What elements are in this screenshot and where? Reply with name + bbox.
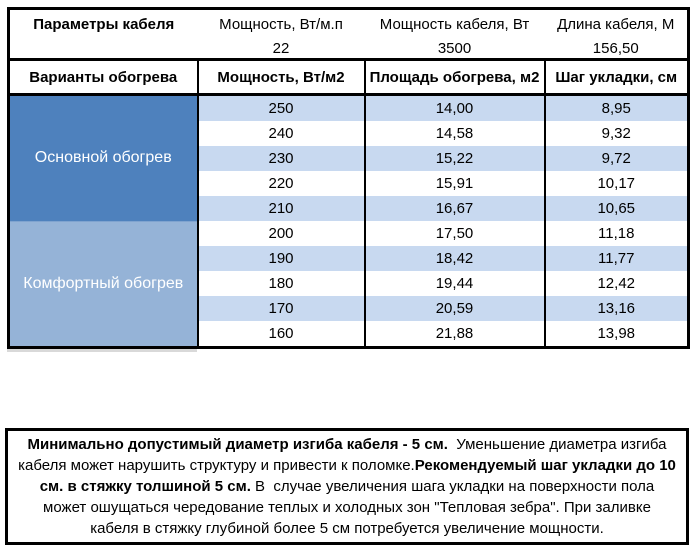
cell-power: 160 [196, 321, 365, 348]
cable-power-label: Мощность кабеля, Вт [379, 15, 530, 33]
note-segment: В случае увеличения шага укладки на пове… [43, 478, 659, 537]
cell-power: 220 [196, 171, 365, 196]
power-per-meter-label: Мощность, Вт/м.п [219, 15, 343, 33]
table-shadow-line [7, 349, 197, 352]
cell-step: 10,17 [543, 171, 689, 196]
cell-area: 15,22 [363, 146, 545, 171]
group-label-comfort-heating: Комфортный обогрев [8, 220, 199, 348]
note-segment: Уменьшение диаметра изгиба кабеля может … [18, 436, 671, 474]
cell-step: 12,42 [543, 271, 689, 296]
params-label-row: Параметры кабеля Мощность, Вт/м.п Мощнос… [9, 9, 689, 39]
table-row: 180 19,44 12,42 [9, 271, 689, 296]
table-row: 230 15,22 9,72 [9, 146, 689, 171]
table-row: 240 14,58 9,32 [9, 121, 689, 146]
table-row: 210 16,67 10,65 [9, 196, 689, 221]
cell-area: 14,58 [363, 121, 545, 146]
cell-step: 11,77 [543, 246, 689, 271]
table-row: Комфортный обогрев 200 17,50 11,18 [8, 220, 689, 348]
cell-area: 15,91 [363, 171, 545, 196]
cell-area: 17,50 [363, 221, 545, 246]
cell-step: 13,98 [543, 321, 689, 348]
note-text: Минимально допустимый диаметр изгиба каб… [8, 432, 686, 541]
col-header-step: Шаг укладки, см [543, 58, 690, 96]
col-header-area: Площадь обогрева, м2 [363, 58, 546, 96]
cell-step: 11,18 [543, 221, 689, 246]
table-row: 170 20,59 13,16 [9, 296, 689, 321]
cell-area: 19,44 [363, 271, 545, 296]
power-per-meter-value: 22 [272, 39, 290, 57]
table-row: 220 15,91 10,17 [9, 171, 689, 196]
table-row: 160 21,88 13,98 [9, 321, 689, 348]
cell-area: 20,59 [363, 296, 545, 321]
cell-power: 170 [196, 296, 365, 321]
cable-power-value: 3500 [437, 39, 472, 57]
cell-step: 13,16 [543, 296, 689, 321]
empty-cell [9, 38, 198, 60]
column-header-row: Варианты обогрева Мощность, Вт/м2 Площад… [7, 58, 690, 96]
cell-area: 21,88 [363, 321, 545, 348]
cell-power: 180 [196, 271, 365, 296]
note-segment-bold: Минимально допустимый диаметр изгиба каб… [27, 436, 448, 453]
cell-area: 16,67 [363, 196, 545, 221]
cell-step: 9,72 [543, 146, 689, 171]
cell-power: 200 [196, 221, 365, 246]
note-box: Минимально допустимый диаметр изгиба каб… [5, 428, 689, 545]
note-segment-bold: Рекомендуемый шаг укладки до 10 см. в ст… [39, 457, 681, 495]
cell-power: 210 [196, 196, 365, 221]
cell-area: 18,42 [363, 246, 545, 271]
cell-step: 10,65 [543, 196, 689, 221]
cell-step: 8,95 [543, 94, 689, 121]
group-label-main-heating: Основной обогрев [8, 94, 199, 221]
col-header-variants: Варианты обогрева [7, 58, 199, 96]
table-row: 190 18,42 11,77 [9, 246, 689, 271]
cell-power: 230 [196, 146, 365, 171]
heating-table: Параметры кабеля Мощность, Вт/м.п Мощнос… [7, 7, 690, 349]
cable-length-label: Длина кабеля, М [557, 15, 675, 33]
col-header-power: Мощность, Вт/м2 [196, 58, 366, 96]
params-value-row: 22 3500 156,50 [9, 38, 689, 60]
table-row: Основной обогрев 250 14,00 8,95 [8, 94, 689, 221]
cell-step: 9,32 [543, 121, 689, 146]
cell-power: 250 [196, 94, 365, 121]
cable-length-value: 156,50 [592, 39, 639, 57]
cell-area: 14,00 [363, 94, 545, 121]
cell-power: 190 [196, 246, 365, 271]
params-title: Параметры кабеля [33, 15, 175, 33]
cell-power: 240 [196, 121, 365, 146]
